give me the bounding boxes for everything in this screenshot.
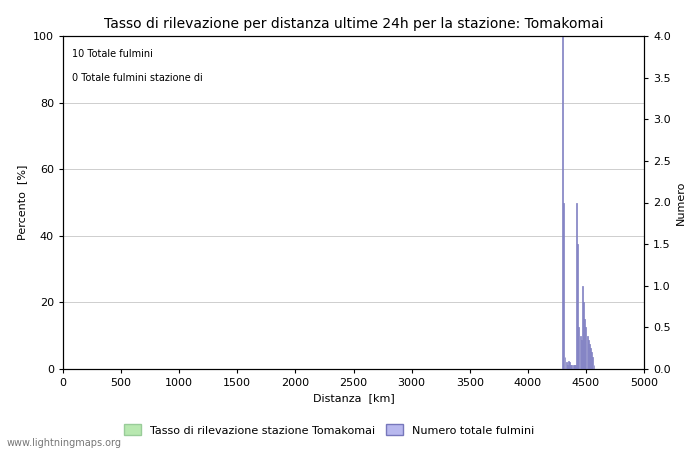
Bar [562, 36, 563, 369]
Legend: Tasso di rilevazione stazione Tomakomai, Numero totale fulmini: Tasso di rilevazione stazione Tomakomai,… [120, 419, 538, 440]
Y-axis label: Numero: Numero [676, 180, 686, 225]
Bar [568, 360, 569, 369]
Bar [590, 348, 591, 369]
Bar [582, 286, 583, 369]
Bar [574, 365, 575, 369]
Title: Tasso di rilevazione per distanza ultime 24h per la stazione: Tomakomai: Tasso di rilevazione per distanza ultime… [104, 17, 603, 31]
Text: www.lightningmaps.org: www.lightningmaps.org [7, 438, 122, 448]
Bar [581, 340, 582, 369]
Bar [592, 356, 594, 369]
Text: 10 Totale fulmini: 10 Totale fulmini [71, 50, 153, 59]
Y-axis label: Percento  [%]: Percento [%] [18, 165, 27, 240]
Bar [564, 356, 566, 369]
Bar [584, 319, 585, 369]
Bar [585, 327, 587, 369]
Bar [569, 362, 570, 369]
Bar [576, 202, 577, 369]
Text: 0 Totale fulmini stazione di: 0 Totale fulmini stazione di [71, 72, 202, 83]
Bar [575, 365, 576, 369]
Bar [589, 344, 590, 369]
Bar [571, 365, 573, 369]
Bar [567, 365, 568, 369]
Bar [588, 340, 589, 369]
Bar [583, 302, 584, 369]
Bar [570, 365, 571, 369]
X-axis label: Distanza  [km]: Distanza [km] [313, 394, 394, 404]
Bar [578, 327, 580, 369]
